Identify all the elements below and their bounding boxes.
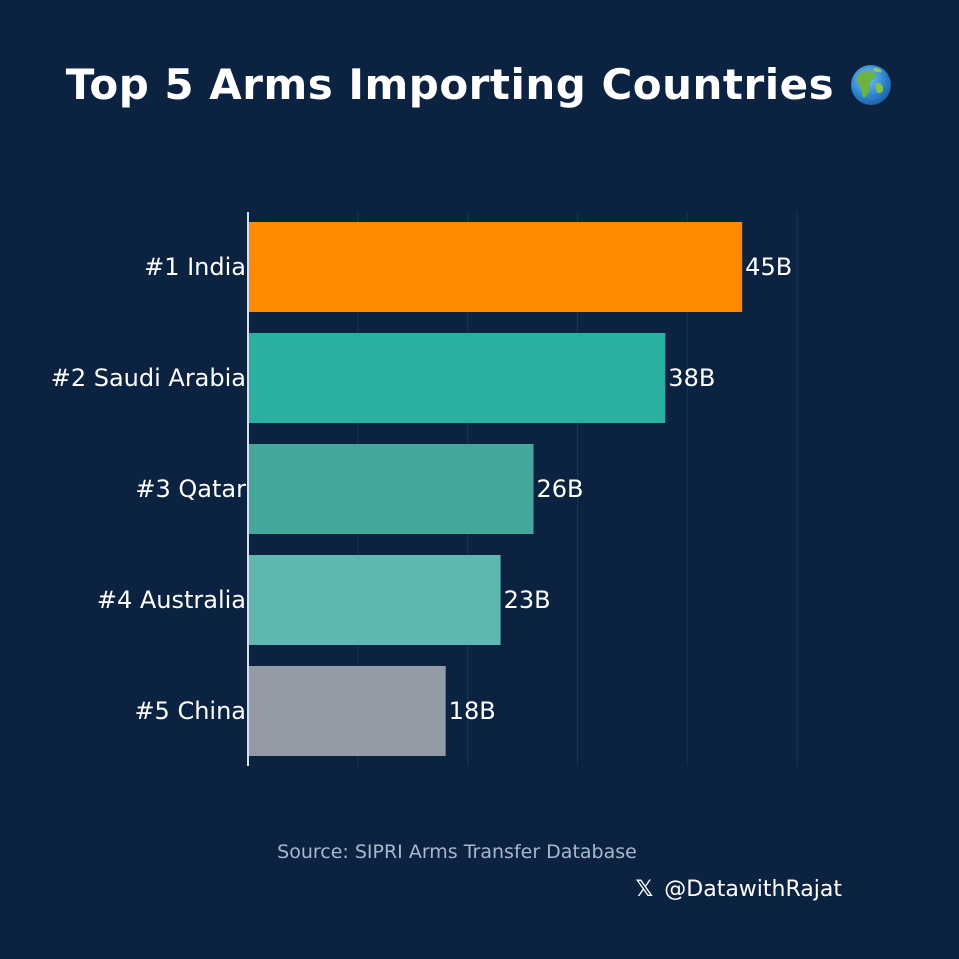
bar-5[interactable]	[248, 666, 446, 756]
bar-4[interactable]	[248, 555, 501, 645]
bar-1[interactable]	[248, 222, 743, 312]
category-label-1: #1 India	[144, 253, 246, 281]
value-label-5: 18B	[449, 697, 496, 725]
author-handle-text: @DatawithRajat	[664, 877, 842, 902]
source-caption: Source: SIPRI Arms Transfer Database	[277, 841, 637, 863]
bar-3[interactable]	[248, 444, 534, 534]
category-label-4: #4 Australia	[97, 586, 246, 614]
value-label-4: 23B	[504, 586, 551, 614]
value-label-3: 26B	[537, 475, 584, 503]
value-label-1: 45B	[745, 253, 792, 281]
value-label-2: 38B	[668, 364, 715, 392]
globe-icon	[851, 64, 892, 105]
bar-2[interactable]	[248, 333, 666, 423]
chart-title-row: Top 5 Arms Importing Countries	[0, 60, 959, 109]
x-logo-icon: 𝕏	[635, 877, 654, 902]
category-label-2: #2 Saudi Arabia	[51, 364, 246, 392]
category-label-3: #3 Qatar	[135, 475, 246, 503]
category-label-5: #5 China	[134, 697, 246, 725]
chart-title: Top 5 Arms Importing Countries	[65, 60, 835, 109]
author-handle[interactable]: 𝕏 @DatawithRajat	[636, 877, 842, 902]
